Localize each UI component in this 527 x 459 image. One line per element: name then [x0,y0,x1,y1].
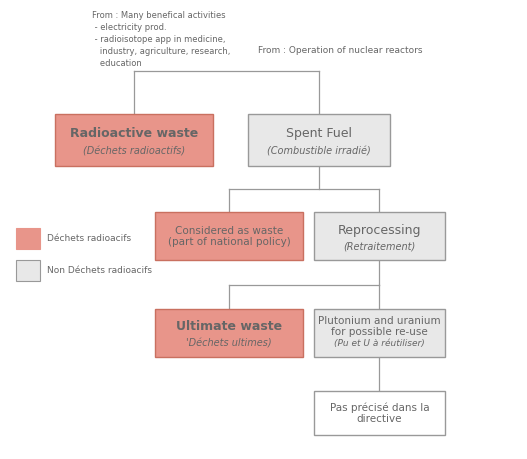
Text: From : Operation of nuclear reactors: From : Operation of nuclear reactors [258,46,423,55]
Text: 'Déchets ultimes): 'Déchets ultimes) [187,338,272,348]
FancyBboxPatch shape [16,261,40,281]
Text: (Combustible irradié): (Combustible irradié) [267,146,370,157]
FancyBboxPatch shape [314,308,445,357]
Text: Non Déchets radioacifs: Non Déchets radioacifs [47,266,152,275]
Text: Déchets radioacifs: Déchets radioacifs [47,234,132,243]
Text: Radioactive waste: Radioactive waste [70,127,199,140]
Text: Spent Fuel: Spent Fuel [286,127,352,140]
Text: Considered as waste
(part of national policy): Considered as waste (part of national po… [168,225,290,247]
Text: Pas précisé dans la
directive: Pas précisé dans la directive [329,402,430,424]
Text: (Pu et U à réutiliser): (Pu et U à réutiliser) [334,339,425,348]
FancyBboxPatch shape [155,212,303,261]
Text: Ultimate waste: Ultimate waste [176,320,282,333]
FancyBboxPatch shape [314,391,445,435]
Text: From : Many benefical activities
 - electricity prod.
 - radioisotope app in med: From : Many benefical activities - elect… [92,11,231,67]
Text: Plutonium and uranium
for possible re-use: Plutonium and uranium for possible re-us… [318,316,441,337]
FancyBboxPatch shape [314,212,445,261]
Text: Reprocessing: Reprocessing [338,224,421,237]
FancyBboxPatch shape [16,228,40,249]
Text: (Retraitement): (Retraitement) [343,242,416,252]
FancyBboxPatch shape [155,308,303,357]
FancyBboxPatch shape [248,113,390,167]
FancyBboxPatch shape [55,113,213,167]
Text: (Déchets radioactifs): (Déchets radioactifs) [83,146,186,157]
